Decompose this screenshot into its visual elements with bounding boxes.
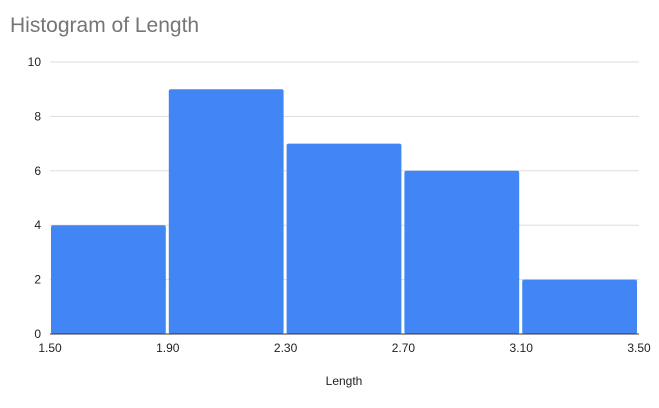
histogram-bar — [286, 143, 402, 334]
x-tick-label: 2.70 — [392, 341, 416, 355]
y-tick-label: 4 — [34, 218, 41, 232]
x-tick-label: 1.50 — [38, 341, 62, 355]
x-tick-label: 3.10 — [510, 341, 534, 355]
y-tick-label: 10 — [28, 55, 42, 69]
x-axis-label: Length — [326, 374, 363, 388]
y-tick-label: 8 — [34, 109, 41, 123]
y-tick-label: 0 — [34, 327, 41, 341]
histogram-bar — [51, 225, 166, 334]
x-tick-labels: 1.50 1.90 2.30 2.70 3.10 3.50 — [38, 341, 651, 355]
y-tick-label: 2 — [34, 273, 41, 287]
histogram-bar — [404, 170, 520, 334]
x-tick-label: 2.30 — [274, 341, 298, 355]
chart-title: Histogram of Length — [10, 14, 200, 37]
x-tick-label: 3.50 — [627, 341, 651, 355]
y-tick-labels: 0 2 4 6 8 10 — [28, 55, 42, 341]
bars — [51, 89, 637, 334]
x-tick-label: 1.90 — [156, 341, 180, 355]
histogram-bar — [168, 89, 284, 334]
histogram-bar — [522, 279, 637, 334]
y-tick-label: 6 — [34, 164, 41, 178]
